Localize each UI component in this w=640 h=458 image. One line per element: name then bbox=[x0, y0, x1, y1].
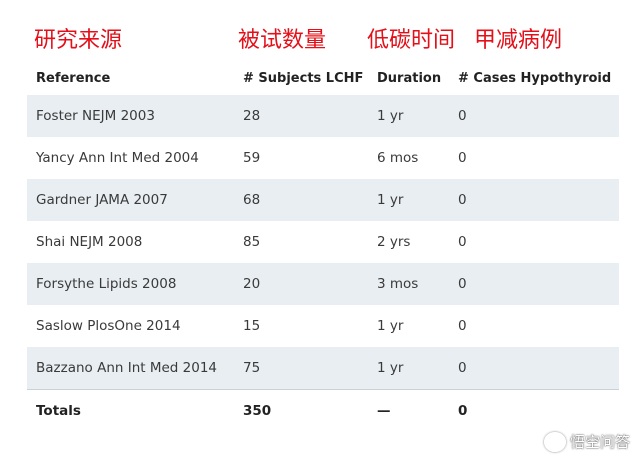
cell-reference: Bazzano Ann Int Med 2014 bbox=[27, 347, 234, 390]
cell-duration: 1 yr bbox=[368, 95, 449, 137]
cell-duration: 1 yr bbox=[368, 179, 449, 221]
cell-reference: Yancy Ann Int Med 2004 bbox=[36, 150, 199, 166]
cell-subjects: 20 bbox=[234, 263, 368, 305]
column-header-reference: Reference bbox=[36, 71, 111, 86]
cell-reference: Foster NEJM 2003 bbox=[27, 95, 234, 137]
totals-cases: 0 bbox=[449, 389, 619, 432]
cell-subjects: 59 bbox=[243, 150, 261, 166]
studies-table: Reference # Subjects LCHF Duration # Cas… bbox=[27, 62, 619, 432]
cell-duration: 6 mos bbox=[377, 150, 419, 166]
watermark-text: 悟空问答 bbox=[569, 433, 630, 451]
cell-cases: 0 bbox=[458, 150, 467, 166]
cell-reference: Shai NEJM 2008 bbox=[36, 234, 143, 250]
table-row: Yancy Ann Int Med 2004 59 6 mos 0 bbox=[27, 137, 619, 179]
annotation-cases: 甲减病例 bbox=[474, 28, 563, 53]
totals-row: Totals 350 — 0 bbox=[27, 389, 619, 432]
cell-cases: 0 bbox=[449, 179, 619, 221]
cell-subjects: 15 bbox=[243, 318, 261, 334]
totals-label: Totals bbox=[27, 389, 234, 432]
cell-subjects: 68 bbox=[234, 179, 368, 221]
annotation-subjects: 被试数量 bbox=[238, 28, 327, 53]
cell-cases: 0 bbox=[458, 234, 467, 250]
cell-reference: Saslow PlosOne 2014 bbox=[36, 318, 181, 334]
table-header-row: Reference # Subjects LCHF Duration # Cas… bbox=[27, 62, 619, 95]
cell-reference: Gardner JAMA 2007 bbox=[27, 179, 234, 221]
cell-subjects: 28 bbox=[234, 95, 368, 137]
cell-duration: 3 mos bbox=[368, 263, 449, 305]
annotation-duration: 低碳时间 bbox=[367, 28, 456, 53]
totals-duration: — bbox=[368, 389, 449, 432]
column-header-subjects: # Subjects LCHF bbox=[243, 71, 364, 86]
table-row: Forsythe Lipids 2008 20 3 mos 0 bbox=[27, 263, 619, 305]
chinese-annotation-row: 研究来源 被试数量 低碳时间 甲减病例 bbox=[0, 26, 640, 60]
cell-cases: 0 bbox=[449, 263, 619, 305]
totals-subjects: 350 bbox=[234, 389, 368, 432]
cell-duration: 2 yrs bbox=[377, 234, 411, 250]
table-row: Shai NEJM 2008 85 2 yrs 0 bbox=[27, 221, 619, 263]
cell-reference: Forsythe Lipids 2008 bbox=[27, 263, 234, 305]
table-row: Foster NEJM 2003 28 1 yr 0 bbox=[27, 95, 619, 137]
cell-duration: 1 yr bbox=[368, 347, 449, 390]
cell-cases: 0 bbox=[449, 95, 619, 137]
annotation-source: 研究来源 bbox=[34, 28, 123, 53]
cell-cases: 0 bbox=[458, 318, 467, 334]
cell-subjects: 85 bbox=[243, 234, 261, 250]
cell-subjects: 75 bbox=[234, 347, 368, 390]
table-row: Bazzano Ann Int Med 2014 75 1 yr 0 bbox=[27, 347, 619, 390]
speech-bubble-icon: ••• bbox=[543, 431, 566, 452]
column-header-duration: Duration bbox=[377, 71, 442, 86]
watermark: ••• 悟空问答 bbox=[543, 431, 630, 452]
table-row: Saslow PlosOne 2014 15 1 yr 0 bbox=[27, 305, 619, 347]
column-header-cases: # Cases Hypothyroid bbox=[458, 71, 612, 86]
table-row: Gardner JAMA 2007 68 1 yr 0 bbox=[27, 179, 619, 221]
cell-duration: 1 yr bbox=[377, 318, 404, 334]
cell-cases: 0 bbox=[449, 347, 619, 390]
